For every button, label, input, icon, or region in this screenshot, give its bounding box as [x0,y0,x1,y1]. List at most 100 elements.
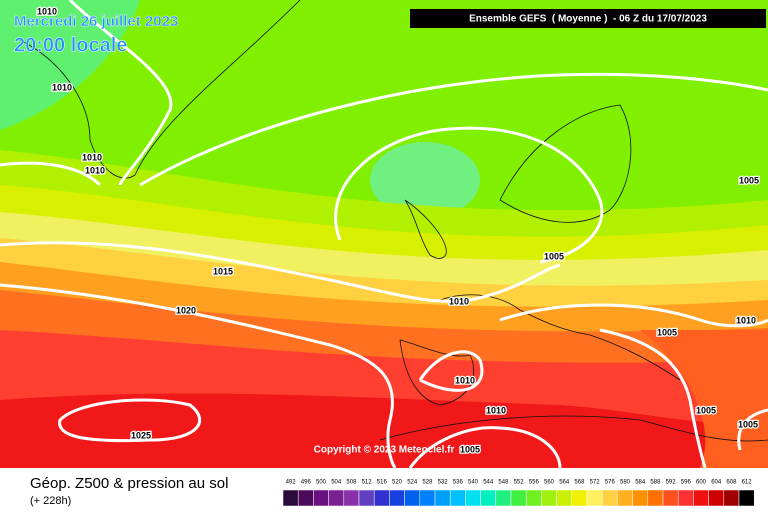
legend-label: 580 [620,480,631,486]
isobar-label: 1010 [82,152,102,162]
legend-swatch [723,489,740,507]
legend-swatch [708,489,725,507]
legend-label: 560 [544,480,555,486]
field-band [0,393,768,468]
legend-swatch [571,489,588,507]
legend-label: 552 [514,480,525,486]
legend-swatch [632,489,649,507]
forecast-lead: (+ 228h) [30,495,71,507]
coastline [404,199,447,259]
legend-label: 492 [286,480,297,486]
isobar [68,0,173,186]
legend-swatch [601,489,618,507]
legend-label: 512 [362,480,373,486]
isobar-label: 1010 [449,296,469,306]
legend-label: 508 [346,480,357,486]
legend-label: 596 [681,480,692,486]
legend-swatch [525,489,542,507]
legend-label: 592 [666,480,677,486]
isobar-label: 1005 [460,444,480,454]
isobar-label: 1005 [696,405,716,415]
legend-swatch [738,489,755,507]
legend-swatch [449,489,466,507]
map-date: Mercredi 26 juillet 2023 [14,13,178,30]
legend-label: 500 [316,480,327,486]
map-time: 20:00 locale [14,34,127,56]
legend-label: 556 [529,480,540,486]
isobar-label: 1005 [739,175,759,185]
legend-swatch [434,489,451,507]
legend-swatch [404,489,421,507]
footer-title: Géop. Z500 & pression au sol [30,475,228,492]
field-band [370,142,480,218]
legend-swatch [389,489,405,507]
legend-swatch [373,489,390,507]
isobar-label: 1005 [738,419,758,429]
legend-swatch [358,489,375,507]
model-banner: Ensemble GEFS ( Moyenne ) - 06 Z du 17/0… [469,14,707,25]
legend-swatch [328,489,345,507]
legend-swatch [677,489,694,507]
isobar-label: 1020 [176,305,196,315]
legend-swatch [556,489,573,507]
isobar-label: 1025 [131,430,151,440]
legend-label: 544 [483,480,494,486]
isobar [0,241,561,303]
coastline [379,415,768,442]
isobar [737,408,768,451]
isobar-label: 1005 [544,251,564,261]
isobar-label: 1015 [213,266,233,276]
legend-label: 504 [331,480,342,486]
legend-label: 564 [559,480,570,486]
legend-swatch [480,489,497,507]
field-band [640,330,768,468]
legend-swatch [693,489,709,507]
isobar-label: 1010 [455,375,475,385]
legend-swatch [541,489,557,507]
legend-label: 576 [605,480,616,486]
isobar-label: 1010 [37,6,57,16]
legend-swatch [297,489,314,507]
legend-swatch [647,489,664,507]
legend-label: 516 [377,480,388,486]
legend-label: 536 [453,480,464,486]
legend-label: 584 [635,480,646,486]
isobar-label: 1010 [486,405,506,415]
coastline [19,0,301,179]
isobar [139,72,768,187]
legend-label: 496 [301,480,312,486]
legend-label: 548 [498,480,509,486]
legend-label: 520 [392,480,403,486]
legend-label: 612 [742,480,753,486]
isobar [0,283,397,469]
isobar [0,161,102,187]
legend-label: 524 [407,480,418,486]
isobar-label: 1005 [657,327,677,337]
isobar [334,126,604,264]
legend-swatch [282,489,299,507]
legend-swatch [465,489,481,507]
legend-label: 532 [438,480,449,486]
isobar-label: 1010 [736,315,756,325]
isobar [599,328,707,469]
legend-label: 600 [696,480,707,486]
legend-swatch [586,489,603,507]
isobar-label: 1010 [52,82,72,92]
legend-label: 588 [650,480,661,486]
legend-swatch [313,489,329,507]
copyright: Copyright © 2023 Meteociel.fr [314,445,455,456]
legend-label: 604 [711,480,722,486]
legend-swatch [419,489,436,507]
legend-label: 608 [726,480,737,486]
legend-label: 528 [422,480,433,486]
isobar [58,398,202,443]
legend-label: 572 [590,480,601,486]
isobar [499,303,768,328]
isobar-label: 1010 [85,165,105,175]
legend-label: 540 [468,480,479,486]
legend-swatch [617,489,633,507]
coastline [499,104,632,223]
legend-swatch [662,489,679,507]
banner-background [410,9,766,28]
